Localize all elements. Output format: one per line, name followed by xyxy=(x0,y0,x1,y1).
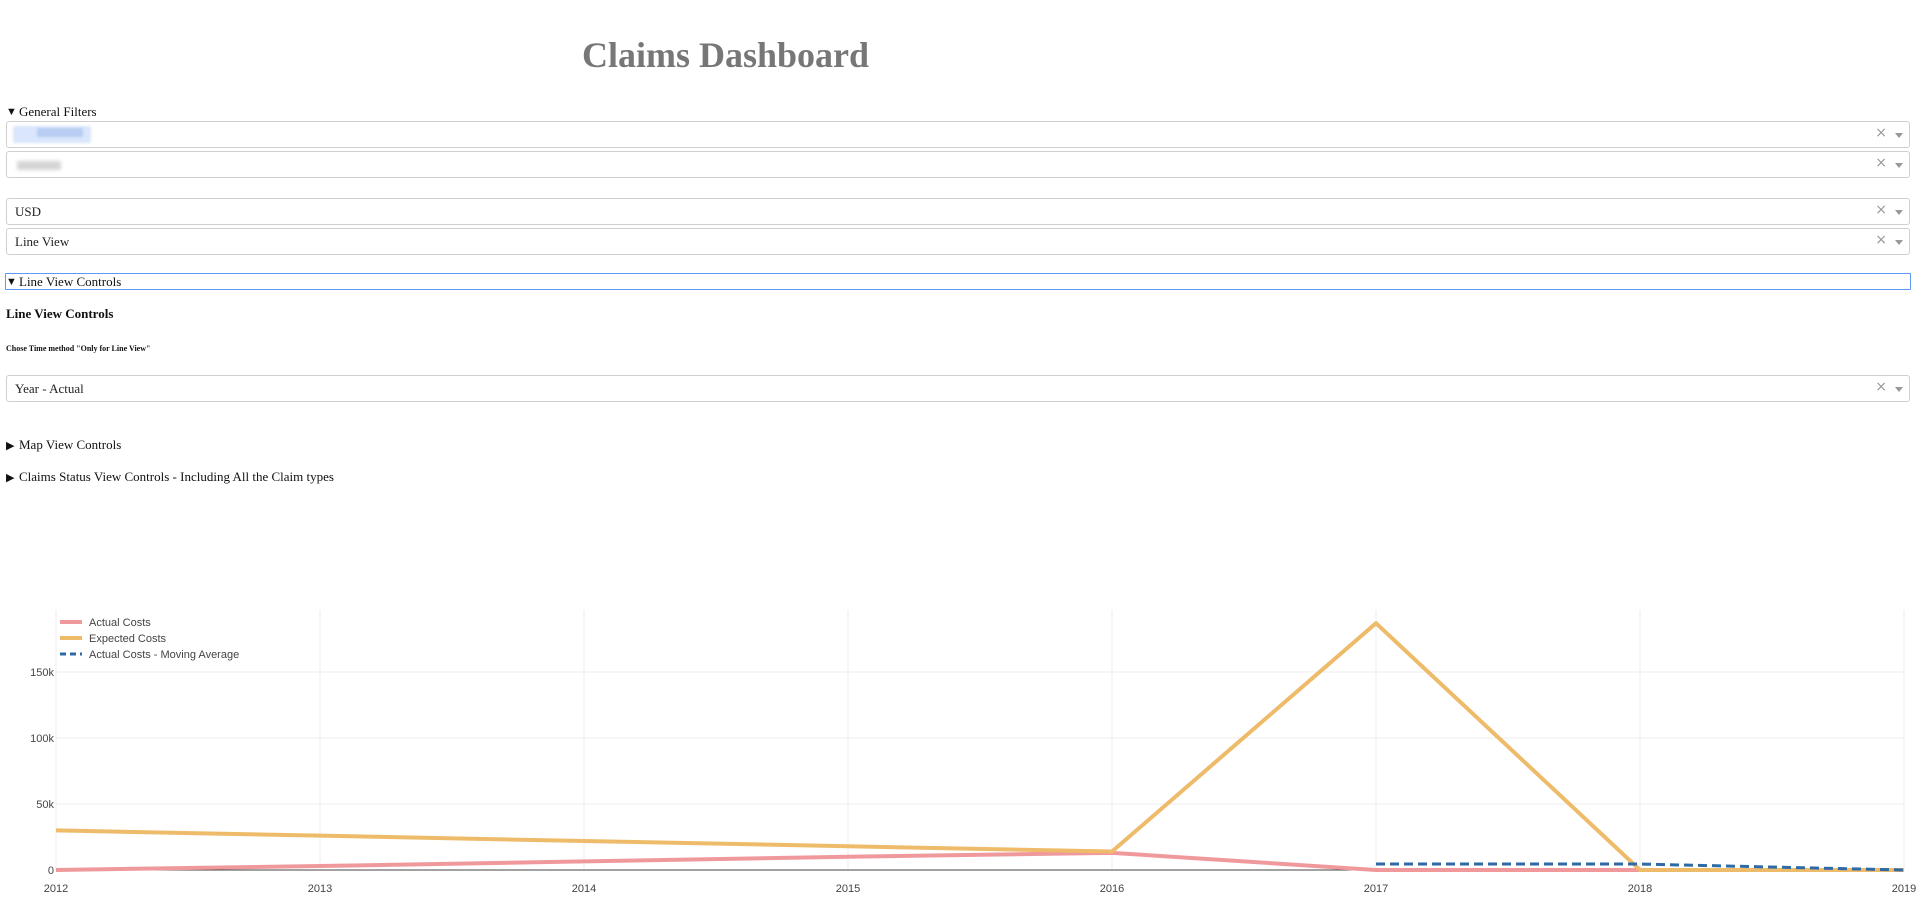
chart-gridlines xyxy=(55,610,1905,871)
x-tick-label: 2012 xyxy=(44,883,68,895)
selected-value-redacted xyxy=(17,161,61,170)
series-line[interactable] xyxy=(55,850,1904,872)
line-view-controls-summary-label: Line View Controls xyxy=(19,273,122,289)
claims-status-controls-toggle[interactable]: ▶ Claims Status View Controls - Includin… xyxy=(6,469,334,485)
chevron-down-icon[interactable] xyxy=(1895,163,1903,168)
map-view-controls-toggle[interactable]: ▶ Map View Controls xyxy=(6,437,121,453)
chevron-down-icon[interactable] xyxy=(1895,133,1903,138)
chevron-down-icon[interactable] xyxy=(1895,387,1903,392)
triangle-right-icon: ▶ xyxy=(6,471,15,484)
claims-line-chart[interactable]: 2012 2013 2014 2015 2016 2017 2018 2019 0 50k 100k… xyxy=(0,600,1928,911)
line-view-controls-toggle[interactable]: ▼ Line View Controls xyxy=(5,273,1911,290)
y-tick-label: 0 xyxy=(48,865,54,877)
view-select[interactable]: Line View × xyxy=(6,228,1910,255)
general-filters-toggle[interactable]: ▼ General Filters xyxy=(6,104,97,120)
general-filters-label: General Filters xyxy=(19,104,97,119)
time-method-select[interactable]: Year - Actual × xyxy=(6,375,1910,402)
clear-x-icon[interactable]: × xyxy=(1875,155,1887,171)
legend-label[interactable]: Actual Costs - Moving Average xyxy=(89,649,239,661)
x-tick-label: 2017 xyxy=(1364,883,1388,895)
x-tick-label: 2019 xyxy=(1892,883,1916,895)
map-view-controls-label: Map View Controls xyxy=(19,437,122,452)
x-tick-label: 2013 xyxy=(308,883,332,895)
chart-legend[interactable]: Actual Costs Expected Costs Actual Costs -… xyxy=(60,617,239,661)
clear-x-icon[interactable]: × xyxy=(1875,202,1887,218)
legend-label[interactable]: Actual Costs xyxy=(89,617,151,629)
x-tick-label: 2016 xyxy=(1100,883,1124,895)
time-method-label: Chose Time method "Only for Line View" xyxy=(6,344,151,353)
series-line[interactable] xyxy=(1376,862,1905,872)
page-title: Claims Dashboard xyxy=(582,35,870,75)
selected-tag[interactable] xyxy=(13,126,91,143)
triangle-down-icon: ▼ xyxy=(6,275,17,288)
clear-x-icon[interactable]: × xyxy=(1875,379,1887,395)
filter-select-2[interactable]: × xyxy=(6,151,1910,178)
y-tick-label: 50k xyxy=(36,799,54,811)
currency-value: USD xyxy=(15,204,42,219)
clear-x-icon[interactable]: × xyxy=(1875,125,1887,141)
x-tick-label: 2014 xyxy=(572,883,596,895)
triangle-down-icon: ▼ xyxy=(6,106,17,118)
chevron-down-icon[interactable] xyxy=(1895,240,1903,245)
legend-label[interactable]: Expected Costs xyxy=(89,633,167,645)
y-tick-label: 100k xyxy=(30,733,54,745)
chart-series xyxy=(55,621,1905,872)
currency-select[interactable]: USD × xyxy=(6,198,1910,225)
claims-status-controls-label: Claims Status View Controls - Including … xyxy=(19,469,334,484)
view-value: Line View xyxy=(15,234,70,249)
series-line[interactable] xyxy=(55,621,1904,872)
x-tick-label: 2018 xyxy=(1628,883,1652,895)
y-tick-label: 150k xyxy=(30,667,54,679)
triangle-right-icon: ▶ xyxy=(6,439,15,452)
filter-select-1[interactable]: × xyxy=(6,121,1910,148)
time-method-value: Year - Actual xyxy=(15,381,84,396)
x-tick-label: 2015 xyxy=(836,883,860,895)
chart-axes: 2012 2013 2014 2015 2016 2017 2018 2019 0 50k 100k… xyxy=(30,667,1916,895)
line-view-controls-heading: Line View Controls xyxy=(6,306,114,321)
clear-x-icon[interactable]: × xyxy=(1875,232,1887,248)
chevron-down-icon[interactable] xyxy=(1895,210,1903,215)
